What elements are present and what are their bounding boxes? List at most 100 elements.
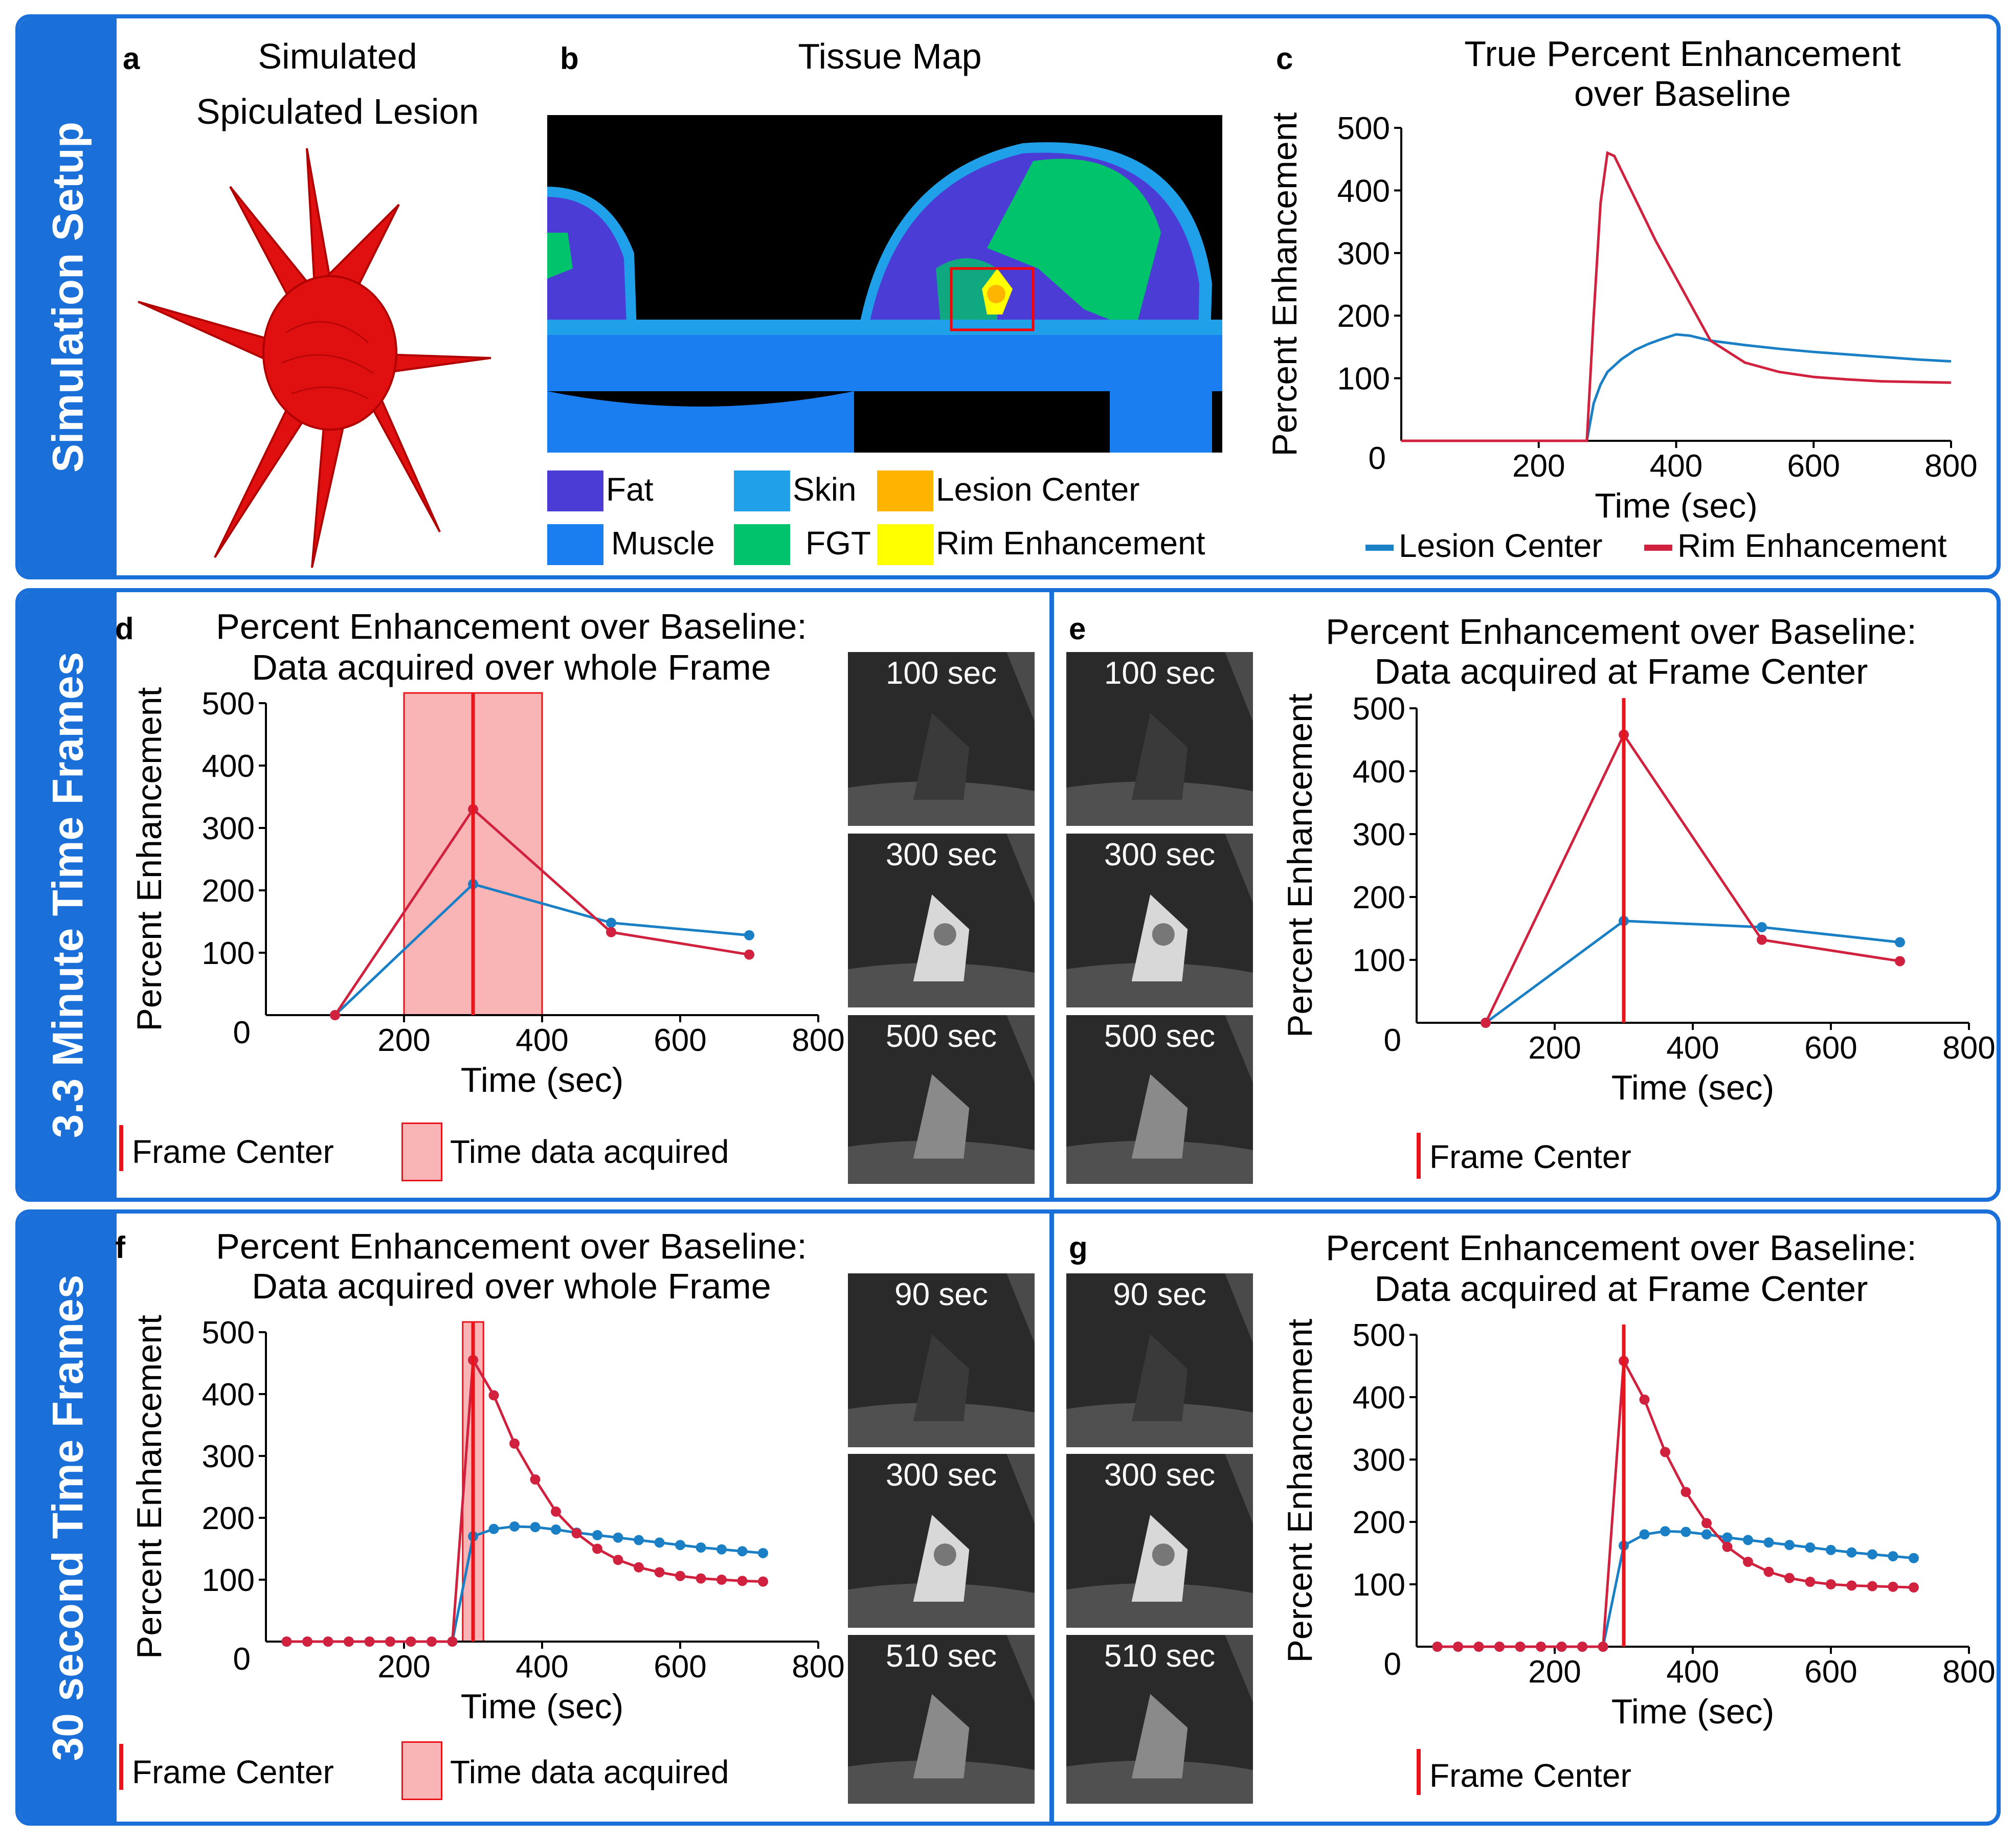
legend-frame-center-line xyxy=(1417,1749,1421,1795)
point-rim-enhancement xyxy=(1888,1581,1898,1592)
point-rim-enhancement xyxy=(654,1567,665,1578)
mri-muscle-band xyxy=(1066,1583,1253,1628)
row-title: 3.3 Minute Time Frames xyxy=(43,652,92,1138)
y-tick-label: 400 xyxy=(1353,1380,1405,1416)
point-rim-enhancement xyxy=(447,1636,458,1647)
point-rim-enhancement xyxy=(1660,1447,1670,1457)
point-lesion-center xyxy=(1805,1542,1816,1553)
row3-divider xyxy=(1049,1209,1054,1826)
y-axis-label: Percent Enhancement xyxy=(130,687,169,1031)
panel-a-title-2: Spiculated Lesion xyxy=(196,92,479,131)
thumbnail-e-1: 100 sec xyxy=(1066,652,1253,826)
y-tick-label: 300 xyxy=(202,1439,255,1474)
mri-muscle-band xyxy=(1066,781,1253,826)
mri-tissue xyxy=(1225,834,1253,903)
legend-label-skin: Skin xyxy=(793,471,857,508)
mri-lesion xyxy=(913,1074,970,1159)
point-rim-enhancement xyxy=(1784,1573,1795,1583)
thumbnail-art xyxy=(848,1273,1035,1447)
point-lesion-center xyxy=(1784,1540,1795,1551)
point-rim-enhancement xyxy=(1515,1642,1526,1652)
y-tick-label: 100 xyxy=(1337,362,1390,397)
legend-frame-center-f: Frame Center xyxy=(132,1754,334,1790)
point-rim-enhancement xyxy=(1846,1580,1857,1591)
mri-muscle-band xyxy=(848,1403,1035,1447)
mri-lesion xyxy=(1131,713,1188,800)
x-tick-label: 800 xyxy=(1924,448,1977,484)
point-rim-enhancement xyxy=(634,1562,644,1573)
mri-muscle-band xyxy=(848,1583,1035,1628)
x-axis-label: Time (sec) xyxy=(1611,1068,1775,1107)
legend-text-rim: Rim Enhancement xyxy=(1677,527,1947,564)
x-tick-label: 400 xyxy=(516,1023,568,1058)
thumbnail-art xyxy=(848,834,1035,1007)
point-rim-enhancement xyxy=(1763,1566,1774,1577)
series-line-lesion-center xyxy=(286,1525,764,1643)
point-rim-enhancement xyxy=(1639,1394,1650,1405)
x-tick-label: 200 xyxy=(377,1649,430,1685)
point-lesion-center xyxy=(634,1535,644,1545)
legend-swatch-rim xyxy=(877,524,933,565)
legend-swatch-lesion-center xyxy=(877,470,933,511)
y-tick-label: 300 xyxy=(1337,236,1390,272)
thumbnail-art xyxy=(1066,834,1253,1007)
mri-lesion xyxy=(1131,1074,1188,1159)
y-tick-label: 500 xyxy=(202,686,255,722)
point-lesion-center xyxy=(744,930,754,940)
thumbnail-art xyxy=(848,652,1035,826)
mri-muscle-band xyxy=(1066,1403,1253,1447)
point-rim-enhancement xyxy=(385,1636,395,1647)
mri-muscle-band xyxy=(848,963,1035,1007)
panel-letter-e: e xyxy=(1069,612,1086,646)
legend-line-rim xyxy=(1644,545,1672,551)
thumbnail-label: 510 sec xyxy=(885,1639,997,1674)
legend-acquired-box xyxy=(401,1123,442,1181)
point-lesion-center xyxy=(530,1522,541,1533)
row-title: Simulation Setup xyxy=(43,121,92,473)
y-tick-label: 500 xyxy=(1353,691,1405,727)
thumbnail-art xyxy=(1066,1454,1253,1628)
row-title: 30 second Time Frames xyxy=(43,1274,92,1761)
thumbnail-art xyxy=(1066,1015,1253,1184)
mri-lesion xyxy=(913,1334,970,1421)
panel-b-title: Tissue Map xyxy=(798,36,982,76)
legend-swatch-fat xyxy=(547,470,603,511)
mri-muscle-band xyxy=(848,1760,1035,1804)
x-tick-label: 400 xyxy=(1650,448,1703,484)
point-rim-enhancement xyxy=(281,1636,292,1647)
thumbnail-art xyxy=(848,1015,1035,1184)
row-label-three-minute: 3.3 Minute Time Frames xyxy=(19,592,117,1198)
point-rim-enhancement xyxy=(571,1528,582,1539)
thumbnail-label: 90 sec xyxy=(894,1277,988,1312)
point-rim-enhancement xyxy=(302,1636,312,1647)
point-lesion-center xyxy=(1701,1529,1712,1540)
panel-letter-a: a xyxy=(123,41,140,76)
point-rim-enhancement xyxy=(323,1636,333,1647)
x-tick-label: 600 xyxy=(1787,448,1840,484)
panel-f-title-2: Data acquired over whole Frame xyxy=(252,1266,771,1306)
point-lesion-center xyxy=(1826,1544,1836,1555)
panel-e-title-2: Data acquired at Frame Center xyxy=(1374,652,1868,691)
thumbnail-label: 90 sec xyxy=(1113,1277,1206,1312)
legend-swatch-muscle xyxy=(547,524,603,565)
point-lesion-center xyxy=(1846,1547,1857,1558)
x-tick-label: 800 xyxy=(792,1023,844,1058)
legend-frame-center-line xyxy=(1417,1133,1421,1179)
thumbnail-g-3: 510 sec xyxy=(1066,1635,1253,1804)
mri-muscle-band xyxy=(848,1140,1035,1184)
panel-a-title-1: Simulated xyxy=(258,36,417,76)
point-lesion-center xyxy=(1743,1535,1753,1545)
y-tick-label: 400 xyxy=(1353,754,1405,790)
thumbnail-art xyxy=(848,1454,1035,1628)
thumbnail-art xyxy=(848,1635,1035,1804)
y-tick-label: 500 xyxy=(1337,111,1390,146)
point-rim-enhancement xyxy=(1473,1642,1484,1652)
legend-frame-center-g: Frame Center xyxy=(1429,1757,1631,1794)
x-tick-label: 800 xyxy=(1942,1654,1995,1690)
panel-letter-g: g xyxy=(1069,1230,1088,1265)
x-tick-label: 200 xyxy=(1512,448,1565,484)
point-lesion-center xyxy=(1757,922,1767,933)
point-rim-enhancement xyxy=(1722,1541,1733,1552)
series-line-rim-enhancement xyxy=(1437,1356,1914,1648)
row-label-thirty-second: 30 second Time Frames xyxy=(19,1214,117,1822)
